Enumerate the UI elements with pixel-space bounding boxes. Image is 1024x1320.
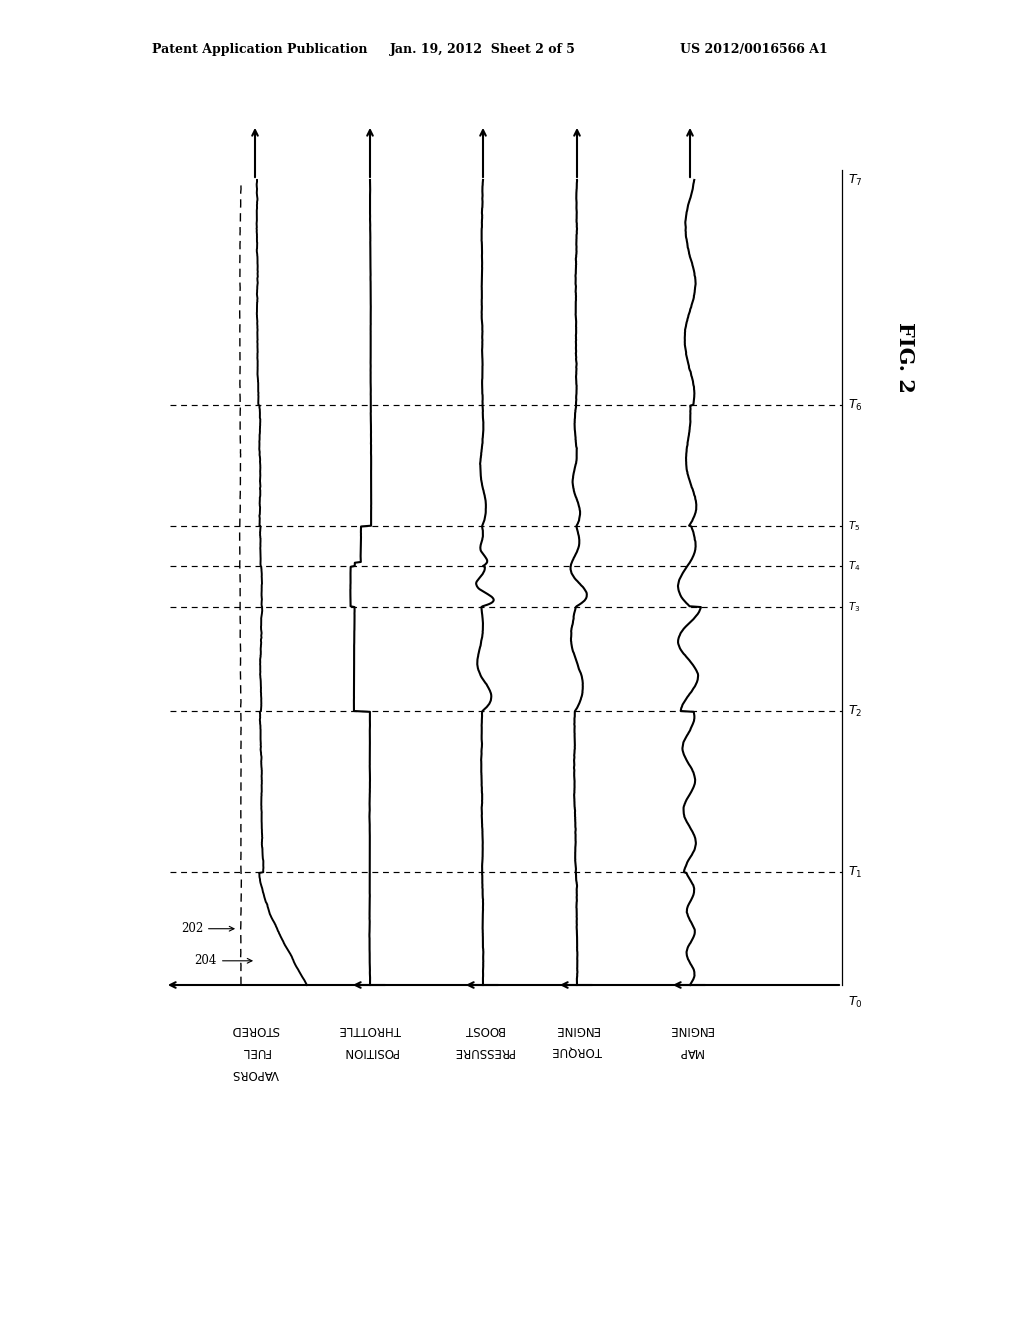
- Text: BOOST: BOOST: [463, 1023, 504, 1036]
- Text: $T_6$: $T_6$: [848, 397, 862, 413]
- Text: FIG. 2: FIG. 2: [895, 322, 915, 392]
- Text: FUEL: FUEL: [241, 1045, 269, 1059]
- Text: $T_7$: $T_7$: [848, 173, 862, 187]
- Text: ENGINE: ENGINE: [668, 1023, 713, 1036]
- Text: $T_2$: $T_2$: [848, 704, 862, 719]
- Text: POSITION: POSITION: [342, 1045, 397, 1059]
- Text: ENGINE: ENGINE: [555, 1023, 599, 1036]
- Text: $T_1$: $T_1$: [848, 865, 862, 880]
- Text: Jan. 19, 2012  Sheet 2 of 5: Jan. 19, 2012 Sheet 2 of 5: [390, 44, 575, 55]
- Text: PRESSURE: PRESSURE: [453, 1045, 514, 1059]
- Text: US 2012/0016566 A1: US 2012/0016566 A1: [680, 44, 827, 55]
- Text: STORED: STORED: [230, 1023, 280, 1036]
- Text: $T_3$: $T_3$: [848, 599, 860, 614]
- Text: 202: 202: [181, 923, 233, 936]
- Text: $T_5$: $T_5$: [848, 519, 860, 533]
- Text: TORQUE: TORQUE: [552, 1045, 602, 1059]
- Text: VAPORS: VAPORS: [231, 1067, 279, 1080]
- Text: THROTTLE: THROTTLE: [339, 1023, 400, 1036]
- Text: $T_0$: $T_0$: [848, 995, 862, 1010]
- Text: 204: 204: [195, 954, 252, 968]
- Text: Patent Application Publication: Patent Application Publication: [152, 44, 368, 55]
- Text: MAP: MAP: [678, 1045, 702, 1059]
- Text: $T_4$: $T_4$: [848, 560, 860, 573]
